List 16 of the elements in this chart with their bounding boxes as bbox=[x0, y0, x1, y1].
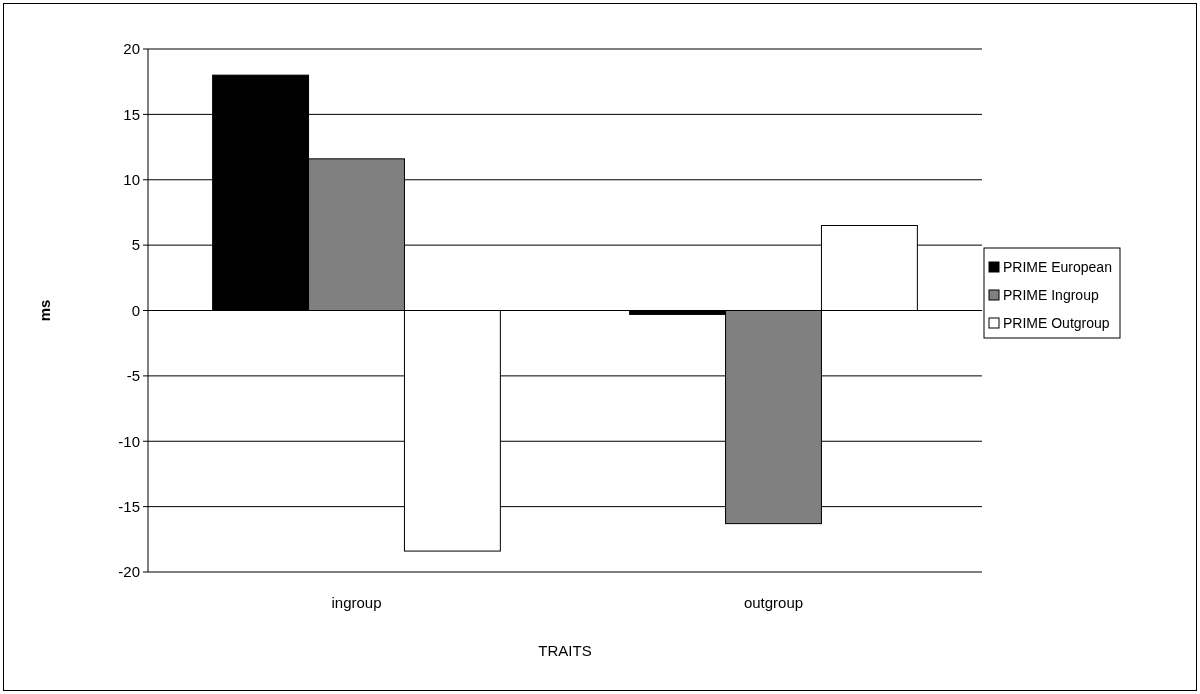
x-tick-label: outgroup bbox=[743, 594, 804, 611]
y-tick-label: -10 bbox=[118, 432, 140, 450]
y-tick-label: 0 bbox=[131, 301, 140, 319]
y-tick-label: 10 bbox=[123, 171, 140, 188]
y-tick-label: 5 bbox=[131, 236, 140, 254]
legend-label: PRIME Ingroup bbox=[1003, 286, 1099, 303]
y-tick-label: 20 bbox=[123, 40, 140, 58]
y-tick-label: -20 bbox=[118, 563, 140, 581]
y-tick-label: -15 bbox=[118, 497, 140, 515]
y-axis-title: ms bbox=[36, 299, 53, 322]
x-tick-label: ingroup bbox=[331, 594, 382, 611]
legend-label: PRIME European bbox=[1003, 258, 1112, 275]
y-tick-label: 15 bbox=[123, 105, 140, 123]
x-axis-title: TRAITS bbox=[538, 642, 592, 659]
y-tick-label: -5 bbox=[126, 367, 140, 385]
legend-label: PRIME Outgroup bbox=[1003, 314, 1110, 331]
